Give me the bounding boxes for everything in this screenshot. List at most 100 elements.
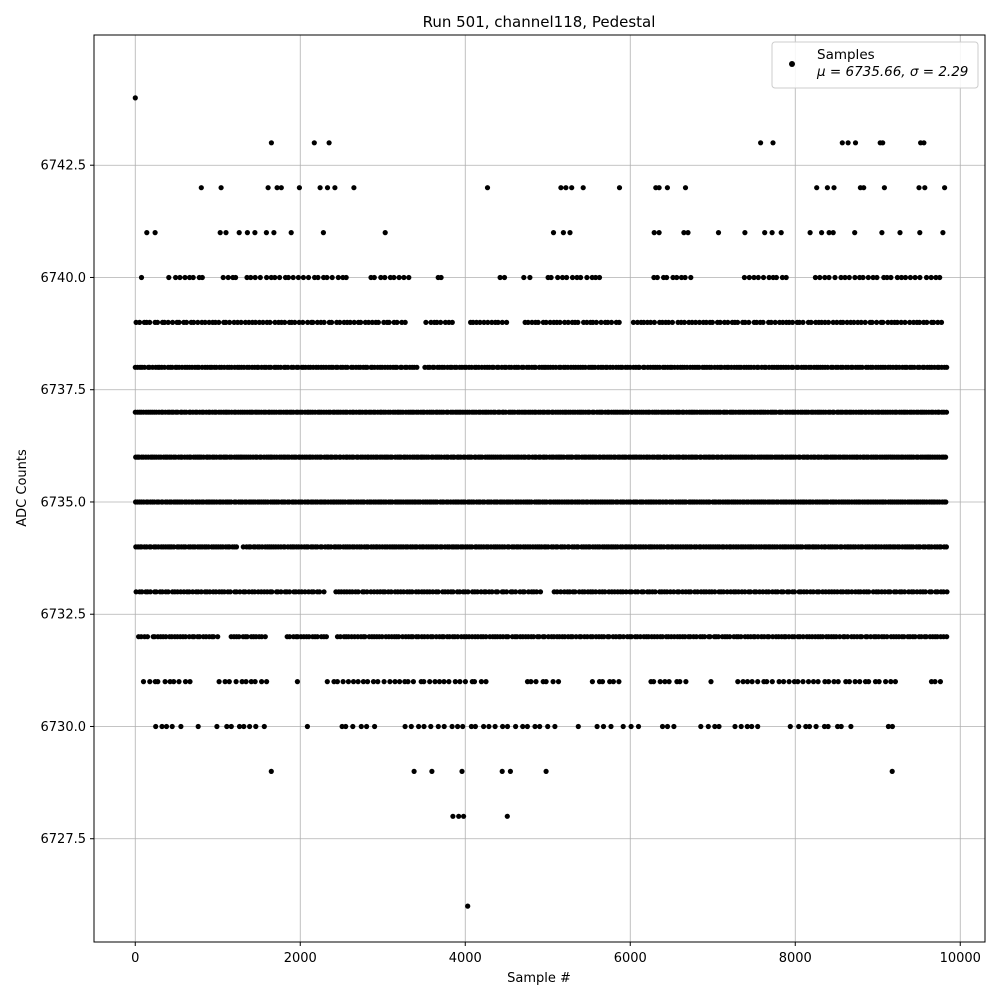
data-point — [807, 230, 813, 236]
data-point — [343, 723, 349, 730]
data-point — [669, 319, 676, 325]
data-point — [541, 634, 548, 640]
data-point — [206, 319, 212, 325]
data-point — [880, 319, 886, 325]
data-point — [709, 319, 716, 325]
data-point — [191, 319, 197, 325]
data-point — [169, 723, 175, 730]
data-point — [652, 589, 658, 595]
data-point — [452, 679, 458, 685]
data-point — [455, 723, 461, 730]
data-point — [819, 230, 825, 236]
data-point — [822, 679, 828, 685]
data-point — [606, 634, 612, 640]
data-point — [916, 319, 923, 325]
data-point — [191, 634, 197, 640]
data-point — [845, 634, 851, 640]
data-point — [810, 679, 817, 685]
data-point — [755, 679, 761, 685]
data-point — [605, 319, 611, 325]
x-tick-label: 8000 — [779, 951, 812, 966]
data-point — [489, 589, 495, 595]
data-point — [513, 723, 519, 730]
data-point — [786, 589, 792, 595]
data-point — [388, 589, 394, 595]
x-axis-label: Sample # — [507, 971, 571, 986]
data-point — [485, 319, 491, 325]
data-point — [547, 319, 553, 325]
data-point — [401, 589, 407, 595]
data-point — [659, 723, 666, 730]
data-point — [537, 589, 544, 595]
data-point — [520, 723, 526, 730]
data-point — [842, 274, 848, 281]
data-point — [532, 723, 538, 730]
data-point — [735, 319, 741, 325]
data-point — [741, 274, 748, 281]
data-point — [555, 679, 562, 685]
data-point — [773, 274, 780, 281]
data-point — [634, 319, 641, 325]
data-point — [780, 589, 786, 595]
data-point — [248, 679, 254, 685]
data-point — [326, 140, 332, 146]
data-point — [371, 274, 377, 281]
data-point — [683, 679, 689, 685]
data-point — [623, 589, 629, 595]
data-point — [468, 723, 474, 730]
data-point — [344, 364, 350, 370]
data-point — [421, 679, 427, 685]
data-point — [471, 679, 478, 685]
data-point — [543, 319, 549, 325]
data-point — [409, 589, 415, 595]
data-point — [572, 589, 578, 595]
data-point — [800, 679, 806, 685]
data-point — [879, 230, 885, 236]
data-point — [779, 274, 786, 281]
data-point — [216, 319, 222, 325]
data-point — [766, 589, 772, 595]
data-point — [664, 274, 670, 281]
data-point — [265, 185, 271, 191]
data-point — [862, 319, 868, 325]
data-point — [247, 723, 253, 730]
data-point — [558, 589, 564, 595]
data-point — [477, 319, 483, 325]
data-point — [225, 274, 231, 281]
data-point — [832, 274, 838, 281]
data-point — [698, 723, 704, 730]
data-point — [884, 634, 890, 640]
data-point — [292, 319, 298, 325]
data-point — [394, 364, 400, 370]
data-point — [268, 140, 274, 146]
data-point — [472, 723, 478, 730]
data-point — [423, 319, 429, 325]
data-point — [382, 230, 388, 236]
data-point — [274, 185, 280, 191]
data-point — [859, 364, 865, 370]
data-point — [820, 634, 826, 640]
data-point — [885, 723, 892, 730]
data-point — [760, 319, 766, 325]
data-point — [740, 679, 746, 685]
data-point — [294, 679, 300, 685]
data-point — [527, 274, 533, 281]
data-point — [560, 230, 567, 236]
data-point — [869, 319, 875, 325]
data-point — [630, 319, 637, 325]
data-point — [401, 274, 407, 281]
data-point — [876, 679, 882, 685]
data-point — [147, 319, 153, 325]
data-point — [287, 634, 293, 640]
data-point — [636, 364, 643, 370]
y-axis-ticks: 6727.5 6730.0 6732.5 6735.0 6737.5 6740.0 6742… — [41, 159, 94, 847]
data-point — [751, 274, 757, 281]
data-point — [610, 679, 617, 685]
data-point — [635, 723, 642, 730]
data-point — [685, 230, 691, 236]
data-point — [315, 274, 321, 281]
data-point — [620, 634, 627, 640]
y-tick-label: 6735.0 — [41, 495, 87, 510]
data-point — [379, 634, 385, 640]
data-point — [216, 679, 222, 685]
